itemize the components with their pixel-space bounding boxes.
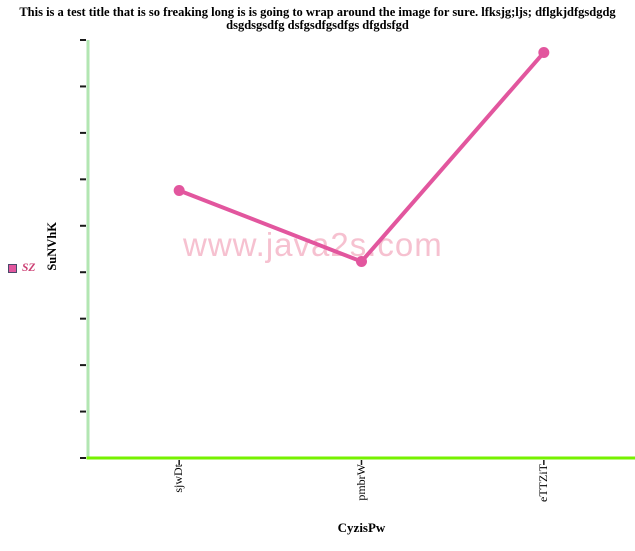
legend: SZ	[8, 262, 35, 274]
data-point	[356, 256, 367, 268]
data-point	[538, 47, 550, 59]
x-category-label: pmbrW	[353, 464, 368, 501]
data-point	[173, 184, 185, 196]
legend-swatch-icon	[8, 263, 17, 273]
series-line	[178, 51, 546, 264]
chart-title: This is a test title that is so freaking…	[19, 5, 616, 32]
x-axis-title: CyzisPw	[337, 520, 386, 535]
legend-label: SZ	[22, 262, 36, 274]
y-axis-title: SuNVhK	[45, 222, 59, 271]
x-category-label: eTTZiT	[535, 464, 550, 502]
x-category-label: sjwDt	[171, 464, 186, 493]
